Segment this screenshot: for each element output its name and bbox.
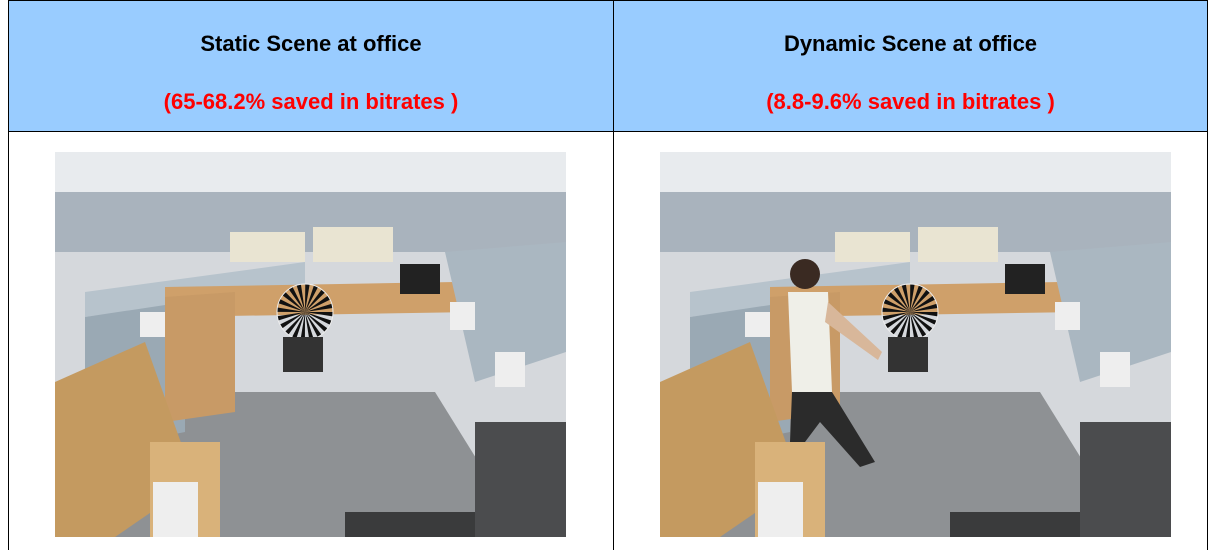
table-border xyxy=(1207,0,1208,550)
static-scene-photo xyxy=(55,152,566,537)
column-subtitle: (65-68.2% saved in bitrates ) xyxy=(8,89,614,115)
column-subtitle: (8.8-9.6% saved in bitrates ) xyxy=(614,89,1207,115)
table-border xyxy=(613,0,614,550)
header-cell: Dynamic Scene at office (8.8-9.6% saved … xyxy=(614,0,1207,132)
column-title: Static Scene at office xyxy=(8,31,614,57)
comparison-table: Static Scene at office (65-68.2% saved i… xyxy=(0,0,1214,550)
table-border xyxy=(8,0,9,550)
column-title: Dynamic Scene at office xyxy=(614,31,1207,57)
header-cell: Static Scene at office (65-68.2% saved i… xyxy=(8,0,614,132)
dynamic-scene-photo xyxy=(660,152,1171,537)
